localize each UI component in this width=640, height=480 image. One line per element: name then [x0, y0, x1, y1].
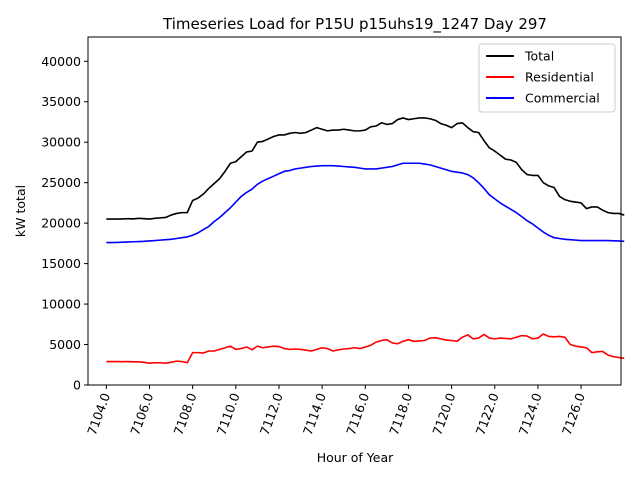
series-line-residential — [106, 333, 625, 364]
legend-label-total: Total — [524, 49, 554, 64]
y-tick-label: 0 — [73, 378, 81, 393]
y-tick-label: 35000 — [41, 94, 81, 109]
y-tick-label: 40000 — [41, 54, 81, 69]
y-axis: 0 5000 10000 15000 20000 25000 30000 35000 40000 — [41, 54, 88, 393]
legend-label-commercial: Commercial — [525, 91, 600, 106]
plot-area — [106, 117, 625, 364]
y-tick-label: 30000 — [41, 135, 81, 150]
y-tick-label: 5000 — [49, 337, 81, 352]
y-tick-label: 20000 — [41, 216, 81, 231]
x-axis-label: Hour of Year — [317, 450, 394, 465]
legend-box — [478, 43, 616, 113]
y-tick-label: 10000 — [41, 297, 81, 312]
axes-frame — [87, 36, 622, 386]
chart-title: Timeseries Load for P15U p15uhs19_1247 D… — [162, 15, 547, 34]
y-tick-label: 15000 — [41, 256, 81, 271]
series-line-commercial — [106, 162, 625, 244]
series-line-total — [106, 117, 625, 220]
legend-label-residential: Residential — [525, 70, 594, 85]
y-tick-label: 25000 — [41, 175, 81, 190]
y-axis-label: kW total — [13, 185, 28, 237]
legend: Total Residential Commercial — [478, 43, 616, 113]
